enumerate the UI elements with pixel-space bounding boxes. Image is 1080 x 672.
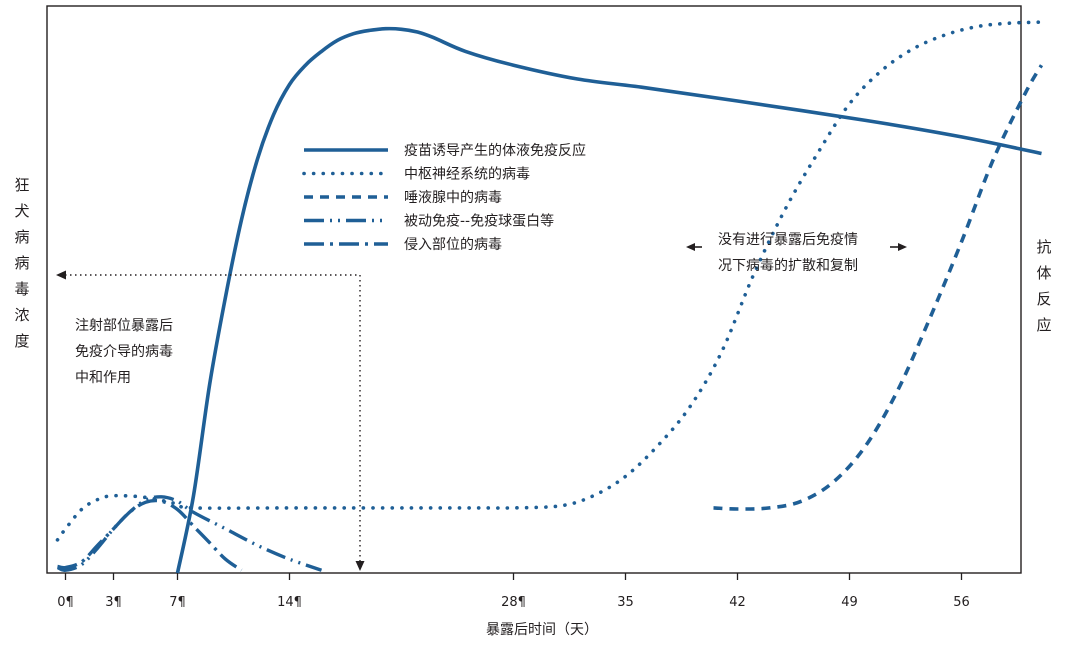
x-tick-label: 14¶ <box>277 595 302 610</box>
legend-label: 疫苗诱导产生的体液免疫反应 <box>404 142 586 159</box>
series-layer <box>55 20 1044 574</box>
arrow-right-icon <box>898 243 907 251</box>
annotation-left-line-1: 注射部位暴露后 <box>75 318 173 334</box>
annotation-left-line-3: 中和作用 <box>75 370 131 386</box>
x-ticks: 0¶ 3¶ 7¶ 14¶ 28¶ 35 42 49 56 <box>57 573 970 610</box>
legend-label: 中枢神经系统的病毒 <box>404 167 530 183</box>
annotation-right-line-2: 况下病毒的扩散和复制 <box>718 258 858 274</box>
annotation-right-line-1: 没有进行暴露后免疫情 <box>718 232 858 248</box>
y-axis-label-left: 狂犬病病毒浓度 <box>14 176 30 350</box>
down-arrowhead-icon <box>355 561 365 571</box>
x-tick-label: 35 <box>617 595 634 610</box>
x-axis-label: 暴露后时间（天） <box>486 622 598 638</box>
legend-label: 侵入部位的病毒 <box>404 236 502 253</box>
left-arrowhead-icon <box>56 270 66 280</box>
x-tick-label: 49 <box>841 595 858 610</box>
arrow-annotations <box>56 243 907 571</box>
y-axis-label-right: 抗体反应 <box>1036 238 1052 334</box>
legend: 疫苗诱导产生的体液免疫反应中枢神经系统的病毒唾液腺中的病毒被动免疫--免疫球蛋白… <box>302 142 586 253</box>
x-tick-label: 56 <box>953 595 970 610</box>
x-tick-label: 42 <box>729 595 746 610</box>
plot-frame <box>46 5 1022 574</box>
annotation-left-line-2: 免疫介导的病毒 <box>75 344 173 360</box>
series-line-dashed <box>713 64 1044 511</box>
series-line-dotted <box>55 20 1044 542</box>
series-line-dash-dot-dot <box>56 495 323 572</box>
x-tick-label: 28¶ <box>501 595 526 610</box>
legend-label: 唾液腺中的病毒 <box>404 190 502 206</box>
x-tick-label: 0¶ <box>57 595 74 610</box>
series-line-dash-dot <box>57 498 243 572</box>
x-tick-label: 3¶ <box>105 595 122 610</box>
arrow-left-icon <box>686 243 695 251</box>
x-tick-label: 7¶ <box>169 595 186 610</box>
series-line-solid <box>175 26 1042 574</box>
legend-label: 被动免疫--免疫球蛋白等 <box>404 213 554 230</box>
